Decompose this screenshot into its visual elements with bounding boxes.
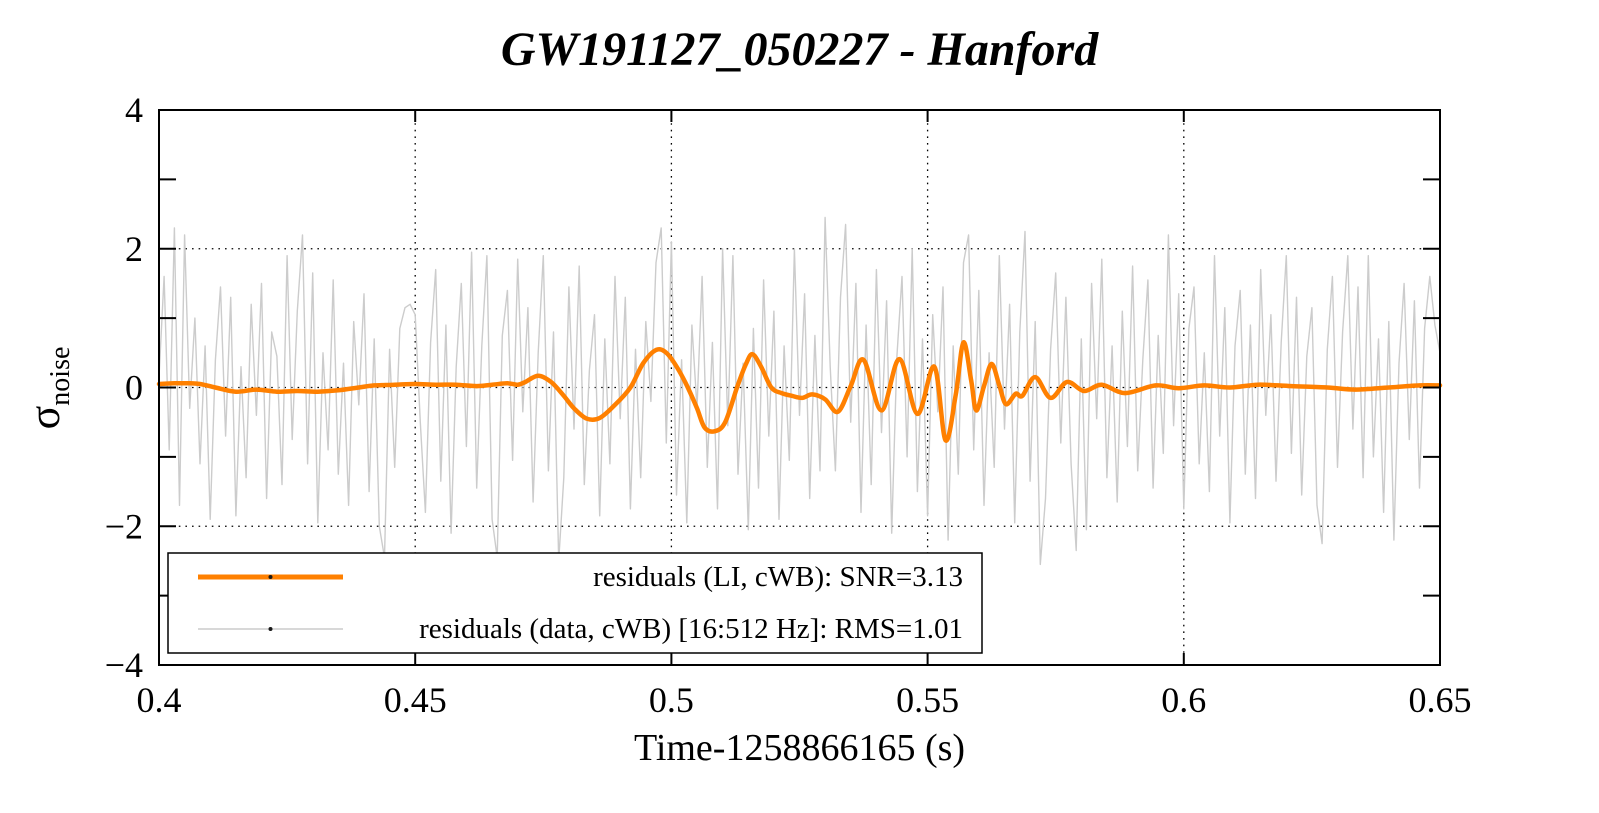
y-tick-label: −2 (105, 506, 143, 546)
series-line-data-residuals (158, 216, 1441, 566)
y-tick-label: −4 (105, 645, 143, 685)
y-axis-label-symbol: σ (20, 405, 69, 430)
series-line-li-residuals (156, 340, 1443, 443)
legend-sample-marker (268, 627, 273, 631)
legend-box (167, 552, 983, 654)
chart-title: GW191127_050227 - Hanford (500, 23, 1099, 76)
y-tick-label: 4 (125, 90, 143, 130)
legend-entry-li-label: residuals (LI, cWB): SNR=3.13 (593, 561, 963, 593)
x-tick-label: 0.5 (649, 680, 694, 720)
y-axis-label-subscript: noise (44, 346, 76, 406)
x-axis-label: Time-1258866165 (s) (633, 727, 966, 769)
y-tick-label: 2 (125, 229, 143, 269)
x-tick-label: 0.65 (1409, 680, 1472, 720)
x-tick-label: 0.45 (384, 680, 447, 720)
x-tick-label: 0.55 (896, 680, 959, 720)
legend-entry-data-label: residuals (data, cWB) [16:512 Hz]: RMS=1… (419, 613, 963, 645)
x-tick-label: 0.4 (137, 680, 182, 720)
legend-sample-marker (268, 575, 273, 579)
y-tick-label: 0 (125, 368, 143, 408)
x-tick-label: 0.6 (1161, 680, 1206, 720)
y-axis-label: σnoise (15, 288, 76, 488)
